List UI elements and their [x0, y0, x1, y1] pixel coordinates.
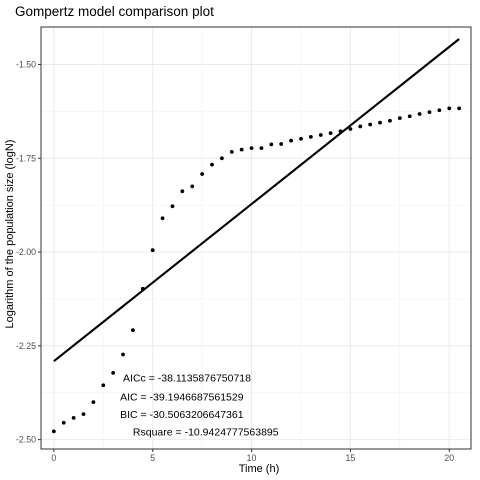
data-point [81, 412, 86, 417]
y-tick-label: -2.25 [16, 341, 36, 351]
y-tick-label: -1.75 [16, 153, 36, 163]
data-point [437, 108, 442, 113]
data-point [249, 146, 254, 151]
data-point [427, 110, 432, 115]
x-tick-label: 0 [51, 453, 56, 463]
y-tick-label: -2.00 [16, 247, 36, 257]
data-point [259, 146, 264, 151]
data-point [51, 429, 56, 434]
x-tick-label: 5 [150, 453, 155, 463]
x-tick-label: 20 [444, 453, 454, 463]
x-tick-label: 15 [346, 453, 356, 463]
chart-title: Gompertz model comparison plot [15, 4, 214, 19]
data-point [388, 118, 392, 123]
y-axis-title: Logarithm of the population size (logN) [4, 140, 16, 329]
y-tick-label: -2.50 [16, 435, 36, 445]
data-point [150, 248, 155, 253]
data-point [239, 147, 244, 152]
data-point [308, 135, 313, 139]
fit-statistics: AICc = -38.1135876750718 AIC = -39.194668… [120, 373, 279, 439]
data-point [289, 138, 293, 143]
data-point [338, 129, 343, 134]
x-axis: 0 5 10 15 20 [51, 449, 454, 463]
x-tick-label: 10 [247, 453, 257, 463]
data-point [71, 415, 76, 420]
data-point [407, 114, 412, 119]
data-point [160, 216, 165, 221]
fit-line [53, 38, 460, 363]
data-point [111, 370, 116, 375]
data-point [279, 142, 284, 146]
grid-minor [41, 27, 471, 449]
data-point [121, 352, 125, 357]
fit-line-layer [53, 38, 460, 363]
data-point [61, 420, 66, 425]
fit-stat-label: BIC = -30.5063206647361 [120, 409, 244, 421]
data-point [180, 189, 185, 194]
data-point [397, 116, 402, 121]
data-point [131, 328, 135, 332]
fit-stat-label: AIC = -39.1946687561529 [120, 391, 244, 403]
data-point [229, 150, 234, 154]
data-point [210, 162, 214, 167]
data-point [417, 112, 422, 116]
data-point [358, 124, 363, 129]
data-point [170, 204, 175, 209]
data-point [378, 120, 382, 125]
data-point [348, 127, 353, 131]
grid-major [41, 27, 471, 449]
data-point [190, 184, 195, 189]
data-point [299, 136, 303, 141]
data-point [447, 106, 452, 111]
data-point [328, 131, 333, 136]
data-point [368, 122, 373, 127]
data-point [318, 133, 323, 137]
y-tick-label: -1.50 [16, 60, 36, 70]
data-point [101, 383, 106, 388]
y-axis: -2.50 -2.25 -2.00 -1.75 -1.50 [16, 60, 41, 445]
data-point [200, 172, 205, 176]
fit-stat-label: Rsquare = -10.9424777563895 [133, 427, 279, 439]
data-point [140, 286, 145, 291]
data-point [219, 156, 224, 161]
plot-panel [41, 27, 471, 449]
x-axis-title: Time (h) [239, 463, 280, 475]
fit-stat-label: AICc = -38.1135876750718 [123, 373, 251, 385]
data-point [457, 106, 462, 111]
data-points [51, 106, 462, 434]
plot-panel-border [40, 26, 472, 450]
data-point [91, 400, 96, 405]
data-point [269, 142, 274, 147]
